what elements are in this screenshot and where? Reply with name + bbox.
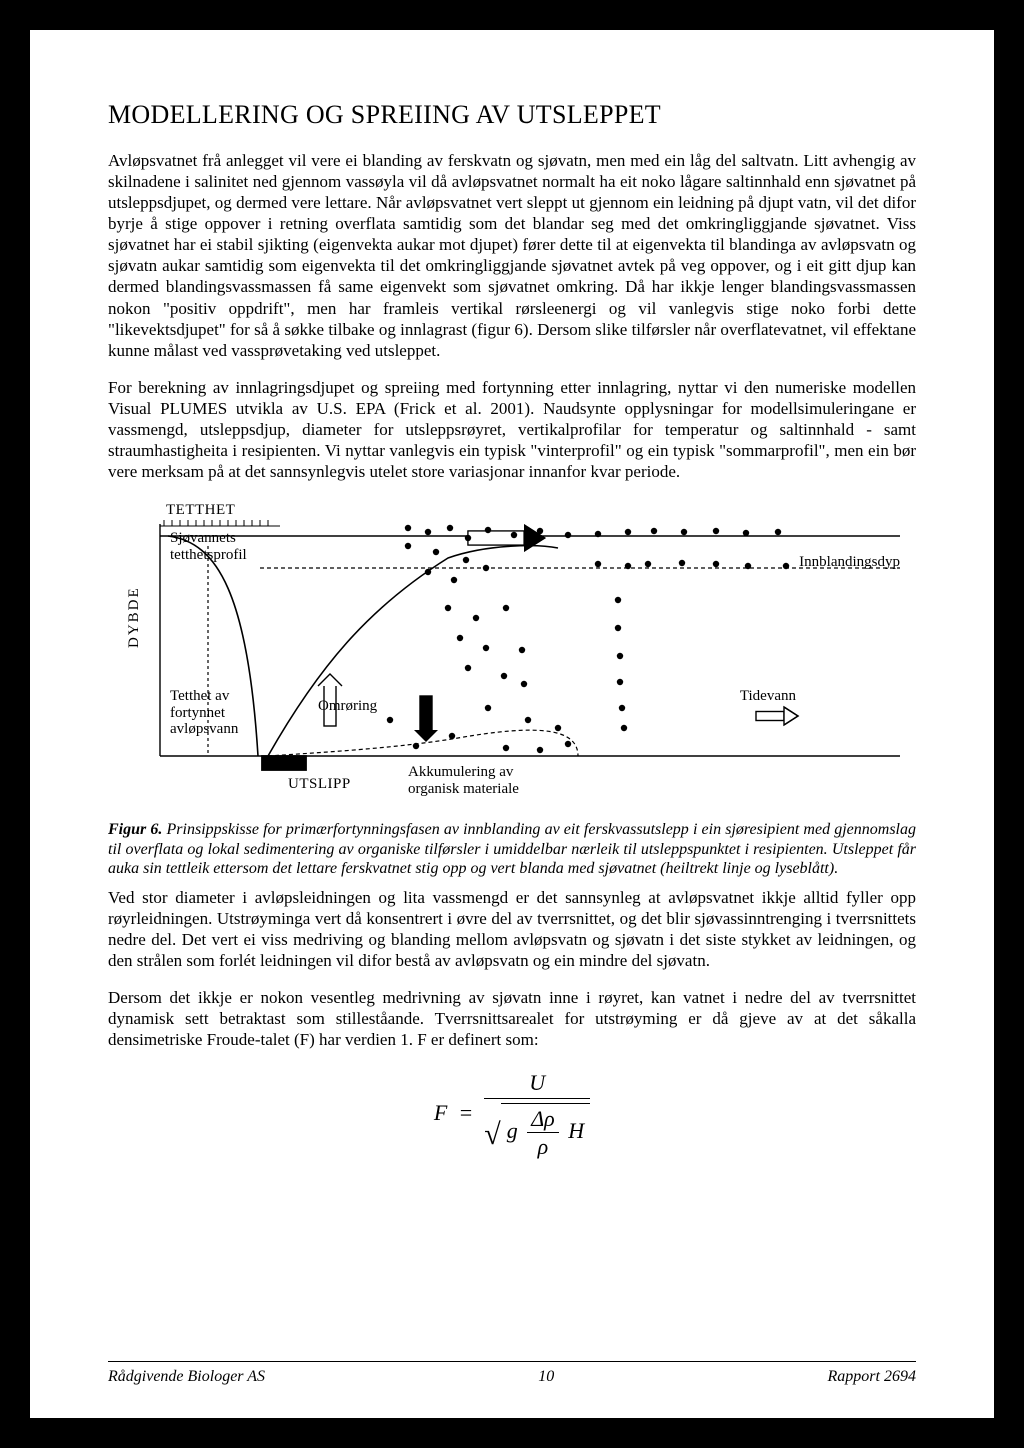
paragraph-1: Avløpsvatnet frå anlegget vil vere ei bl… — [108, 150, 916, 361]
footer-center: 10 — [538, 1368, 554, 1386]
paragraph-2: For berekning av innlagringsdjupet og sp… — [108, 377, 916, 482]
footer-rule — [108, 1361, 916, 1362]
diagram-label-akk: Akkumulering avorganisk materiale — [408, 764, 519, 797]
paragraph-4: Dersom det ikkje er nokon vesentleg medr… — [108, 987, 916, 1050]
diagram-label-sjovannets: Sjøvannetstetthetsprofil — [170, 530, 247, 563]
figure-6: TETTHET Sjøvannetstetthetsprofil DYBDE Tett… — [108, 498, 916, 879]
figure-ref: Figur 6. — [108, 821, 162, 838]
diagram-label-innbl: Innblandingsdyp — [799, 554, 900, 571]
footer: Rådgivende Biologer AS 10 Rapport 2694 — [108, 1368, 916, 1386]
diagram-label-tetthet: TETTHET — [166, 502, 235, 519]
froude-equation: F = U√g Δρρ H — [108, 1070, 916, 1160]
figure-caption: Figur 6. Prinsippskisse for primærfortyn… — [108, 820, 916, 879]
paragraph-3: Ved stor diameter i avløpsleidningen og … — [108, 887, 916, 971]
figure-diagram: TETTHET Sjøvannetstetthetsprofil DYBDE Tett… — [108, 498, 916, 818]
diagram-label-dybde: DYBDE — [126, 587, 143, 649]
page: MODELLERING OG SPREIING AV UTSLEPPET Avl… — [30, 30, 994, 1418]
footer-left: Rådgivende Biologer AS — [108, 1368, 265, 1386]
figure-caption-text: Prinsippskisse for primærfortynningsfase… — [108, 821, 916, 877]
footer-right: Rapport 2694 — [828, 1368, 916, 1386]
diagram-label-omroring: Omrøring — [318, 698, 377, 715]
diagram-label-tetthetav: Tetthet avfortynnetavløpsvann — [170, 688, 238, 738]
diagram-label-tidevann: Tidevann — [740, 688, 796, 705]
diagram-label-utslipp: UTSLIPP — [288, 776, 351, 793]
page-title: MODELLERING OG SPREIING AV UTSLEPPET — [108, 100, 916, 130]
